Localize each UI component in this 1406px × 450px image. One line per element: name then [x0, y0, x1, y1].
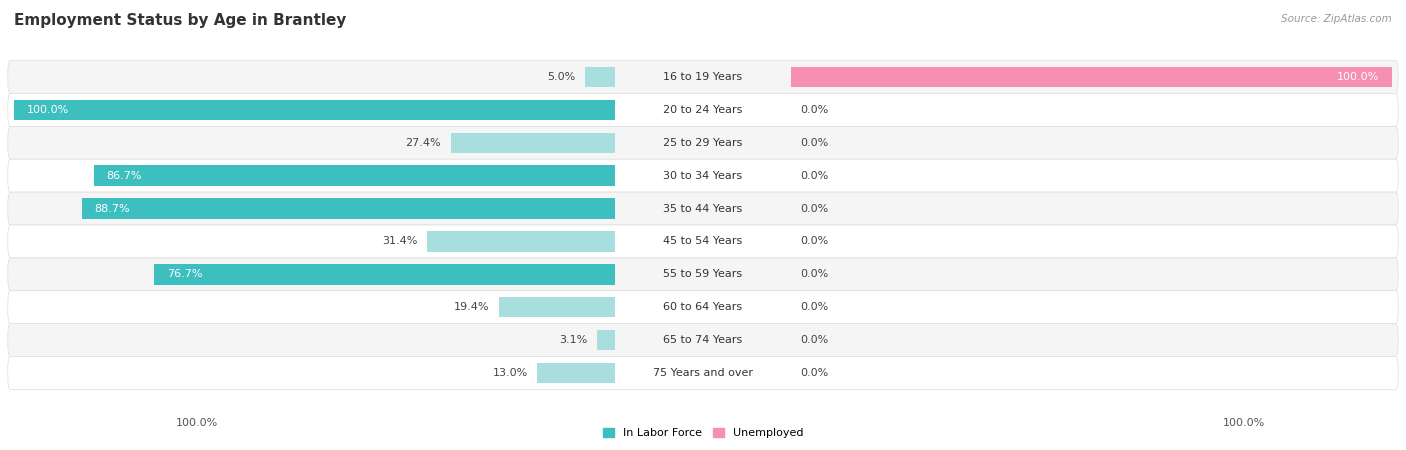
Text: 0.0%: 0.0% — [800, 203, 828, 214]
Bar — [94, 166, 616, 186]
Text: 19.4%: 19.4% — [454, 302, 489, 312]
Text: 55 to 59 Years: 55 to 59 Years — [664, 270, 742, 279]
FancyBboxPatch shape — [8, 192, 1398, 225]
Legend: In Labor Force, Unemployed: In Labor Force, Unemployed — [603, 428, 803, 438]
Text: 13.0%: 13.0% — [492, 368, 527, 378]
Bar — [790, 67, 1392, 87]
FancyBboxPatch shape — [8, 61, 1398, 94]
Text: 0.0%: 0.0% — [800, 368, 828, 378]
FancyBboxPatch shape — [8, 356, 1398, 389]
Text: 20 to 24 Years: 20 to 24 Years — [664, 105, 742, 115]
Text: 76.7%: 76.7% — [167, 270, 202, 279]
Text: 0.0%: 0.0% — [800, 171, 828, 180]
FancyBboxPatch shape — [8, 324, 1398, 356]
Text: 31.4%: 31.4% — [382, 236, 418, 247]
Text: 100.0%: 100.0% — [1337, 72, 1379, 82]
Bar — [155, 264, 616, 284]
FancyBboxPatch shape — [8, 225, 1398, 258]
FancyBboxPatch shape — [8, 291, 1398, 324]
Text: 100.0%: 100.0% — [1223, 418, 1265, 428]
Text: 0.0%: 0.0% — [800, 138, 828, 148]
Bar — [14, 100, 616, 120]
FancyBboxPatch shape — [8, 94, 1398, 126]
Text: 0.0%: 0.0% — [800, 335, 828, 345]
Text: 88.7%: 88.7% — [94, 203, 131, 214]
Bar — [585, 67, 616, 87]
Text: 0.0%: 0.0% — [800, 236, 828, 247]
Bar — [537, 363, 616, 383]
Text: 25 to 29 Years: 25 to 29 Years — [664, 138, 742, 148]
Bar — [426, 231, 616, 252]
Text: 100.0%: 100.0% — [27, 105, 69, 115]
FancyBboxPatch shape — [8, 159, 1398, 192]
Text: 75 Years and over: 75 Years and over — [652, 368, 754, 378]
Bar — [499, 297, 616, 317]
Text: Source: ZipAtlas.com: Source: ZipAtlas.com — [1281, 14, 1392, 23]
Text: 60 to 64 Years: 60 to 64 Years — [664, 302, 742, 312]
Text: 27.4%: 27.4% — [405, 138, 441, 148]
Text: 65 to 74 Years: 65 to 74 Years — [664, 335, 742, 345]
FancyBboxPatch shape — [8, 126, 1398, 159]
Text: 5.0%: 5.0% — [547, 72, 576, 82]
Text: 100.0%: 100.0% — [176, 418, 218, 428]
Bar — [450, 133, 616, 153]
Text: Employment Status by Age in Brantley: Employment Status by Age in Brantley — [14, 14, 346, 28]
Bar — [596, 330, 616, 350]
Text: 0.0%: 0.0% — [800, 105, 828, 115]
Text: 0.0%: 0.0% — [800, 270, 828, 279]
Text: 16 to 19 Years: 16 to 19 Years — [664, 72, 742, 82]
Bar — [82, 198, 616, 219]
Text: 86.7%: 86.7% — [107, 171, 142, 180]
Text: 30 to 34 Years: 30 to 34 Years — [664, 171, 742, 180]
Text: 35 to 44 Years: 35 to 44 Years — [664, 203, 742, 214]
FancyBboxPatch shape — [8, 258, 1398, 291]
Text: 45 to 54 Years: 45 to 54 Years — [664, 236, 742, 247]
Text: 0.0%: 0.0% — [800, 302, 828, 312]
Text: 3.1%: 3.1% — [560, 335, 588, 345]
